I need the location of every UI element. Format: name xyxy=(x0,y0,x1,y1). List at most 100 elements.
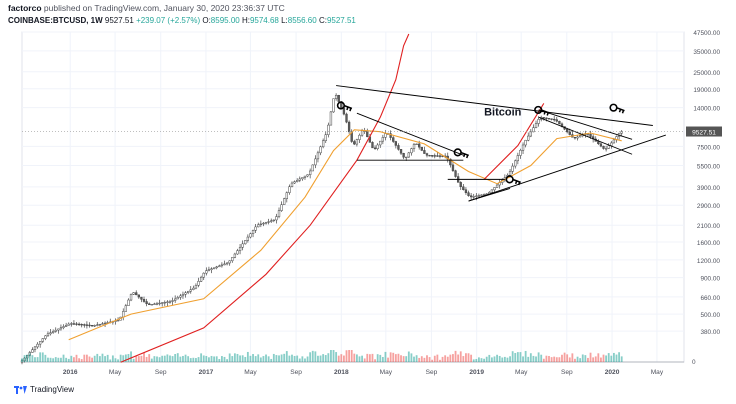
volume-bar xyxy=(34,357,36,362)
author-name[interactable]: factorco xyxy=(8,3,42,13)
volume-bar xyxy=(145,356,148,362)
candle-body xyxy=(566,128,569,133)
volume-bar xyxy=(410,353,413,362)
volume-bar xyxy=(407,351,410,362)
volume-bar xyxy=(252,354,254,362)
volume-bar xyxy=(431,359,434,362)
volume-bar xyxy=(31,355,34,362)
low-label: L: xyxy=(281,16,288,25)
candle-body xyxy=(129,294,133,301)
candle-body xyxy=(163,302,166,304)
candle-body xyxy=(353,141,356,145)
candle-body xyxy=(412,144,416,149)
volume-bar xyxy=(153,356,156,362)
volume-bar xyxy=(104,356,106,362)
candle-body xyxy=(542,117,545,119)
volume-bar xyxy=(169,355,171,362)
candle-body xyxy=(145,301,148,305)
volume-bar xyxy=(566,354,569,362)
symbol-label[interactable]: COINBASE:BTCUSD, 1W xyxy=(8,16,103,25)
volume-bar xyxy=(210,355,213,362)
open-label: O: xyxy=(202,16,211,25)
trendline xyxy=(468,134,666,202)
volume-bar xyxy=(124,354,127,362)
y-tick-label: 500.00 xyxy=(700,312,720,319)
volume-bar xyxy=(558,357,561,362)
volume-bar xyxy=(182,355,184,362)
candle-body xyxy=(576,136,579,139)
volume-bar xyxy=(111,355,114,362)
candle-body xyxy=(210,268,213,270)
candle-body xyxy=(54,329,57,332)
volume-bar xyxy=(296,355,299,362)
tradingview-brand[interactable]: TradingView xyxy=(30,385,75,394)
volume-bar xyxy=(23,355,26,362)
candle-body xyxy=(405,156,408,159)
candle-body xyxy=(293,181,296,184)
volume-bar xyxy=(272,353,275,362)
volume-bar xyxy=(21,358,23,362)
volume-bar xyxy=(174,354,177,362)
volume-bar xyxy=(140,355,143,362)
candle-body xyxy=(148,303,151,305)
volume-bar xyxy=(563,352,566,362)
candle-body xyxy=(301,177,304,180)
volume-bar xyxy=(509,356,511,362)
y-tick-label: 19000.00 xyxy=(693,87,720,94)
x-tick-label: Sep xyxy=(155,369,167,376)
candle-body xyxy=(464,189,468,193)
y-tick-label: 14000.00 xyxy=(693,106,720,113)
volume-bar xyxy=(363,358,366,362)
publish-text: published on TradingView.com, January 30… xyxy=(43,3,285,13)
volume-bar xyxy=(485,356,488,362)
candle-body xyxy=(620,131,623,134)
candle-body xyxy=(267,221,270,223)
volume-bar xyxy=(65,357,68,362)
volume-bar xyxy=(288,355,291,362)
volume-bar xyxy=(39,352,42,362)
volume-bar xyxy=(239,355,241,362)
volume-bar xyxy=(246,351,249,362)
volume-bar xyxy=(527,356,530,362)
volume-bar xyxy=(52,358,55,362)
volume-bar xyxy=(542,358,545,362)
candle-body xyxy=(132,292,135,295)
candle-body xyxy=(246,236,250,241)
candle-body xyxy=(451,164,455,171)
candle-body xyxy=(402,153,405,158)
price-chart[interactable]: Bitcoin 380.00 500.00 660.00 900.00 1200.00 16… xyxy=(0,0,736,385)
candle-body xyxy=(436,155,439,157)
tradingview-logo-icon xyxy=(14,385,27,394)
candle-body xyxy=(410,148,413,154)
candle-body xyxy=(568,131,571,135)
candle-body xyxy=(475,195,478,197)
candle-body xyxy=(519,150,522,156)
volume-bar xyxy=(195,358,197,362)
volume-bar xyxy=(122,355,125,362)
candle-body xyxy=(88,324,91,327)
candle-body xyxy=(36,343,39,348)
volume-bar xyxy=(47,357,49,362)
candle-body xyxy=(158,302,161,305)
volume-bar xyxy=(96,353,99,362)
candle-body xyxy=(508,171,512,176)
volume-bar xyxy=(244,356,247,362)
x-tick-label: Sep xyxy=(426,369,438,376)
key-marker-icon xyxy=(616,106,625,114)
candle-body xyxy=(373,147,377,149)
candle-body xyxy=(116,319,120,322)
volume-bar xyxy=(220,356,223,362)
volume-bar xyxy=(441,356,444,362)
x-tick-label: 2019 xyxy=(469,369,484,376)
candle-body xyxy=(324,134,327,142)
volume-bar xyxy=(184,354,187,362)
volume-bar xyxy=(241,355,244,362)
volume-bar xyxy=(514,352,517,362)
y-tick-label: 900.00 xyxy=(700,276,720,283)
volume-bar xyxy=(187,356,190,362)
volume-bar xyxy=(192,357,195,362)
candle-body xyxy=(490,189,494,193)
x-tick-label: 2016 xyxy=(63,369,78,376)
candle-body xyxy=(306,174,309,177)
candle-body xyxy=(176,297,179,300)
